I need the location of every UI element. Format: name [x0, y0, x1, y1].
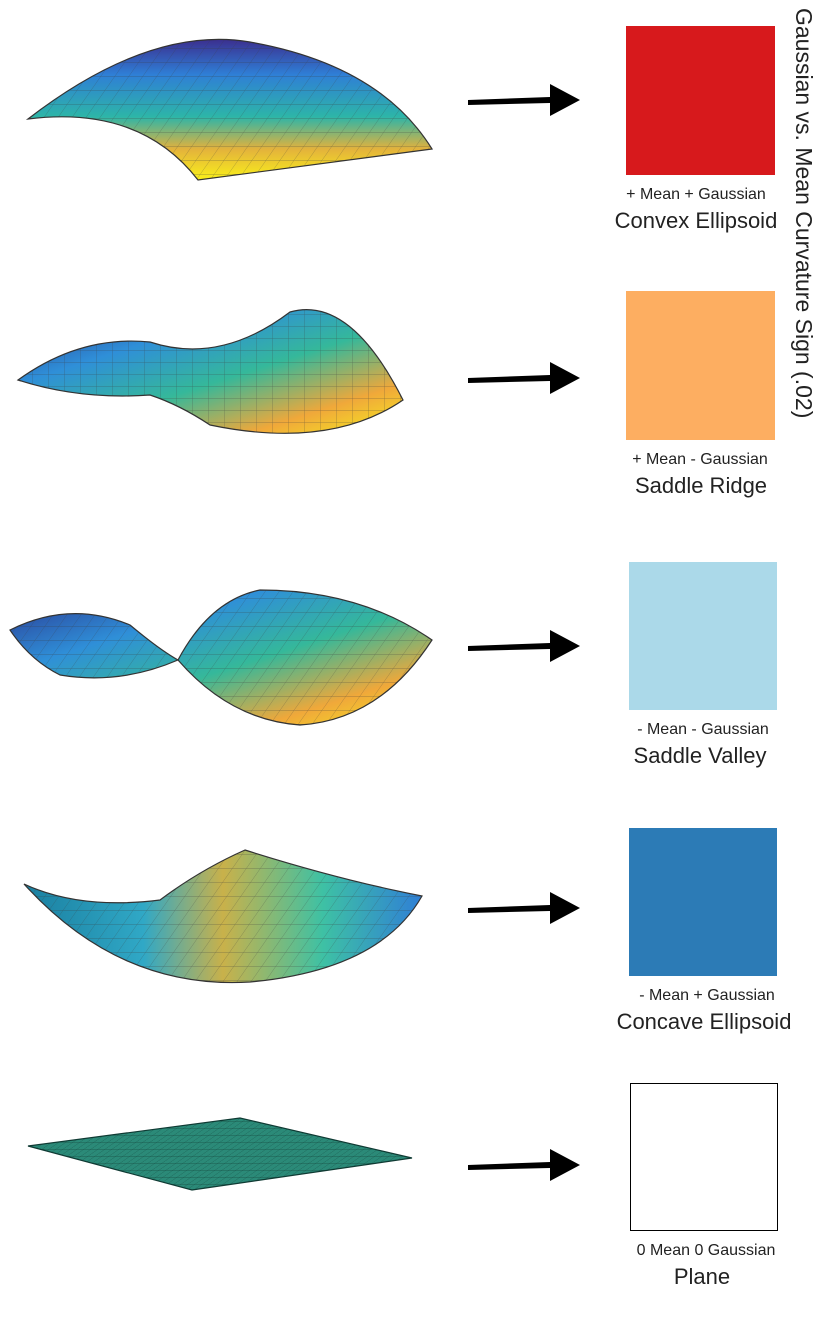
color-swatch-saddle-ridge — [626, 291, 775, 440]
category-label: Saddle Valley — [633, 743, 767, 768]
sign-label: - Mean + Gaussian — [639, 987, 775, 1004]
arrow-icon — [468, 1149, 580, 1181]
category-label: Saddle Ridge — [634, 473, 768, 498]
sign-label: 0 Mean 0 Gaussian — [636, 1242, 776, 1259]
saddle-valley-surface — [9, 589, 433, 726]
sign-label: + Mean + Gaussian — [626, 186, 766, 203]
figure-title: Gaussian vs. Mean Curvature Sign (.02) — [791, 8, 817, 419]
category-label: Concave Ellipsoid — [616, 1009, 792, 1034]
arrow-icon — [468, 630, 580, 662]
sign-label: - Mean - Gaussian — [637, 721, 769, 738]
color-swatch-plane — [630, 1083, 778, 1231]
arrow-icon — [468, 362, 580, 394]
color-swatch-convex — [626, 26, 775, 175]
concave-ellipsoid-surface — [23, 849, 423, 984]
saddle-ridge-surface — [16, 309, 404, 434]
category-label: Convex Ellipsoid — [614, 208, 778, 233]
category-label: Plane — [673, 1264, 731, 1289]
sign-label: + Mean - Gaussian — [632, 451, 768, 468]
plane-surface — [27, 1117, 413, 1191]
convex-ellipsoid-surface — [25, 38, 433, 181]
color-swatch-saddle-valley — [629, 562, 777, 710]
arrow-icon — [468, 892, 580, 924]
arrow-icon — [468, 84, 580, 116]
color-swatch-concave — [629, 828, 777, 976]
